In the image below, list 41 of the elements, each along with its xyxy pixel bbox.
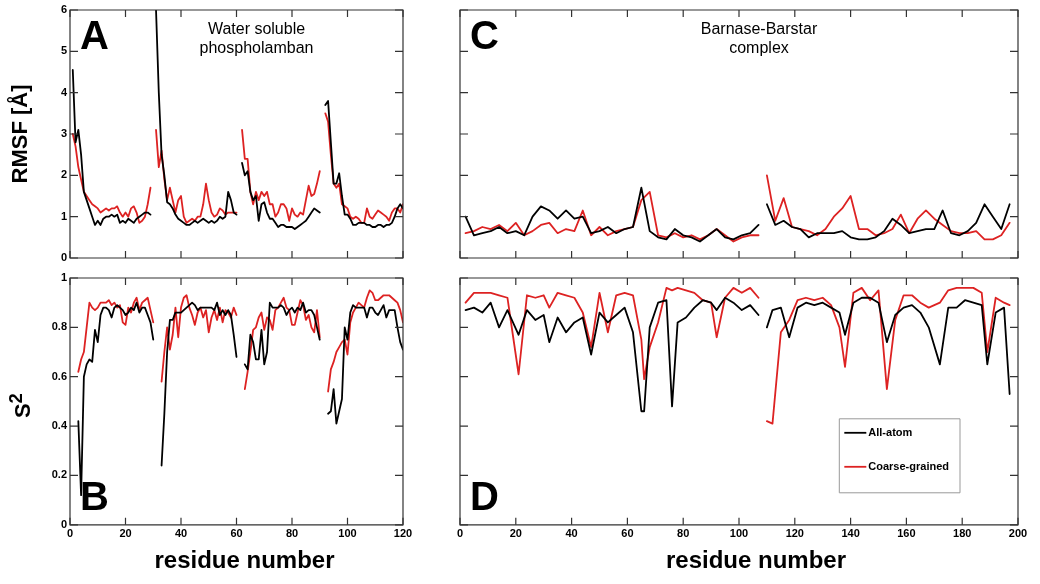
x-tick-label: 140 xyxy=(841,527,860,540)
x-tick-label: 100 xyxy=(338,527,357,540)
x-tick-label: 20 xyxy=(509,527,522,540)
x-tick-label: 20 xyxy=(119,527,132,540)
text: Barnase-Barstar complex xyxy=(700,20,818,57)
x-tick-label: 100 xyxy=(729,527,749,540)
x-tick-label: 200 xyxy=(1008,527,1028,540)
x-tick-label: 180 xyxy=(953,527,972,540)
x-axis-title: residue number xyxy=(153,546,336,574)
y-tick-label: 0.4 xyxy=(51,419,68,432)
x-tick-label: 80 xyxy=(285,527,299,540)
y-axis-title: RMSF [Å] xyxy=(7,84,33,184)
text: Water soluble phospholamban xyxy=(199,20,314,57)
y-tick-label: 1 xyxy=(60,271,67,284)
y-tick-label: 0.6 xyxy=(51,369,67,382)
y-tick-label: 0 xyxy=(60,517,67,530)
y-tick-label: 4 xyxy=(60,85,68,98)
y-tick-label: 1 xyxy=(60,209,67,222)
annotation: D xyxy=(470,473,499,518)
x-tick-label: 0 xyxy=(456,527,464,540)
y-tick-label: 6 xyxy=(60,3,67,16)
y-tick-label: 0 xyxy=(60,251,67,264)
x-tick-label: 60 xyxy=(230,527,243,540)
annotation: B xyxy=(80,473,109,518)
x-axis-title: residue number xyxy=(664,546,847,574)
y-tick-label: 0.2 xyxy=(51,468,67,481)
y-tick-label: 0.8 xyxy=(51,320,67,333)
x-tick-label: 40 xyxy=(565,527,578,540)
x-tick-label: 160 xyxy=(897,527,916,540)
annotation: C xyxy=(470,13,499,58)
legend-label: Coarse-grained xyxy=(868,459,950,472)
x-tick-label: 120 xyxy=(393,527,413,540)
x-tick-label: 60 xyxy=(621,527,634,540)
y-tick-label: 3 xyxy=(60,127,67,140)
y-tick-label: 5 xyxy=(60,44,67,57)
annotation: A xyxy=(80,13,109,58)
x-tick-label: 40 xyxy=(174,527,188,540)
y-tick-label: 2 xyxy=(60,168,67,181)
x-tick-label: 80 xyxy=(677,527,690,540)
legend-label: All-atom xyxy=(868,425,913,438)
x-tick-label: 120 xyxy=(785,527,804,540)
